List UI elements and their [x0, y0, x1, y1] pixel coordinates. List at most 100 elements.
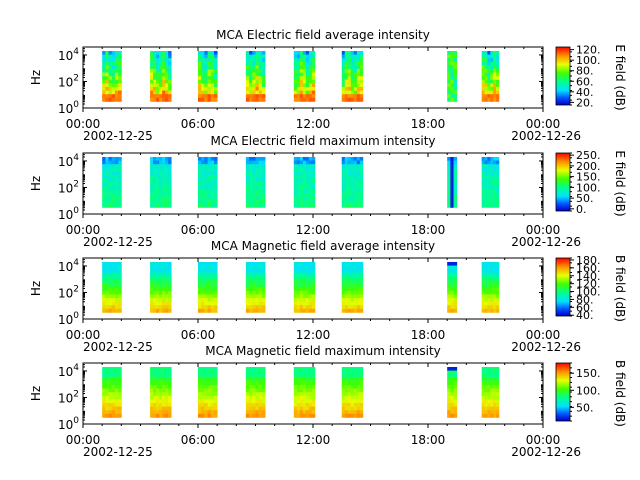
heatmap-cell [305, 86, 310, 91]
heatmap-cell [258, 265, 263, 270]
heatmap-cell [308, 86, 313, 91]
heatmap-cell [210, 279, 215, 284]
heatmap-cell [490, 392, 494, 397]
heatmap-cell [258, 192, 263, 197]
heatmap-cell [311, 377, 316, 382]
heatmap-cell [487, 189, 491, 194]
heatmap-cell [118, 97, 122, 102]
heatmap-cell [311, 167, 316, 172]
heatmap-cell [102, 164, 106, 169]
heatmap-cell [162, 301, 166, 306]
heatmap-cell [156, 384, 160, 389]
heatmap-cell [165, 185, 169, 190]
heatmap-cell [356, 381, 361, 386]
heatmap-cell [245, 58, 250, 63]
heatmap-cell [296, 374, 301, 379]
x-tick-label: 00:00 [526, 328, 561, 342]
heatmap-cell [453, 413, 458, 418]
heatmap-cell [302, 308, 307, 313]
heatmap-cell [487, 384, 491, 389]
heatmap-cell [204, 366, 208, 371]
heatmap-cell [344, 305, 349, 310]
heatmap-cell [305, 200, 310, 205]
heatmap-cell [111, 58, 116, 63]
heatmap-cell [450, 72, 454, 77]
heatmap-cell [447, 58, 451, 63]
heatmap-cell [341, 276, 346, 281]
heatmap-cell [118, 203, 122, 208]
heatmap-cell [490, 294, 494, 299]
heatmap-cell [168, 65, 172, 70]
heatmap-cell [213, 308, 218, 313]
heatmap-cell [150, 370, 154, 375]
heatmap-cell [496, 189, 500, 194]
heatmap-cell [153, 290, 157, 295]
heatmap-cell [490, 178, 494, 183]
heatmap-cell [299, 402, 304, 407]
heatmap-cell [481, 269, 485, 274]
heatmap-cell [296, 61, 301, 66]
heatmap-cell [359, 54, 364, 59]
heatmap-cell [261, 374, 266, 379]
heatmap-cell [102, 167, 106, 172]
heatmap-cell [159, 399, 163, 404]
heatmap-cell [344, 276, 349, 281]
heatmap-cell [487, 377, 491, 382]
heatmap-cell [168, 283, 172, 288]
heatmap-cell [261, 413, 266, 418]
heatmap-cell [150, 65, 154, 70]
heatmap-cell [105, 366, 109, 371]
heatmap-cell [296, 196, 301, 201]
heatmap-cell [258, 290, 263, 295]
heatmap-cell [111, 374, 116, 379]
heatmap-cell [201, 410, 205, 415]
heatmap-cell [453, 185, 458, 190]
heatmap-cell [118, 308, 122, 313]
heatmap-cell [344, 156, 349, 161]
heatmap-cell [447, 381, 451, 386]
heatmap-cell [150, 189, 154, 194]
heatmap-cell [252, 374, 256, 379]
heatmap-cell [293, 182, 298, 187]
heatmap-cell [302, 301, 307, 306]
heatmap-cell [249, 297, 253, 302]
heatmap-cell [210, 83, 215, 88]
heatmap-cell [207, 94, 212, 99]
heatmap-cell [249, 192, 253, 197]
heatmap-cell [487, 269, 491, 274]
heatmap-cell [207, 189, 212, 194]
heatmap-cell [153, 395, 157, 400]
heatmap-cell [359, 72, 364, 77]
heatmap-cell [261, 276, 266, 281]
heatmap-cell [453, 269, 458, 274]
heatmap-cell [481, 196, 485, 201]
heatmap-cell [481, 178, 485, 183]
heatmap-cell [118, 200, 122, 205]
heatmap-cell [108, 276, 113, 281]
heatmap-cell [198, 279, 202, 284]
heatmap-cell [308, 196, 313, 201]
spectrogram-segment-1 [102, 366, 122, 418]
heatmap-cell [111, 196, 116, 201]
heatmap-cell [350, 200, 355, 205]
heatmap-cell [453, 174, 458, 179]
heatmap-cell [204, 50, 208, 55]
heatmap-cell [111, 182, 116, 187]
heatmap-cell [293, 178, 298, 183]
heatmap-cell [150, 265, 154, 270]
heatmap-cell [108, 392, 113, 397]
heatmap-cell [296, 301, 301, 306]
heatmap-cell [308, 402, 313, 407]
heatmap-cell [252, 185, 256, 190]
heatmap-cell [114, 90, 119, 95]
heatmap-cell [207, 301, 212, 306]
heatmap-cell [311, 76, 316, 81]
heatmap [102, 156, 500, 208]
heatmap-cell [308, 160, 313, 165]
heatmap-cell [153, 406, 157, 411]
heatmap-cell [210, 171, 215, 176]
heatmap-cell [108, 287, 113, 292]
x-tick-label: 06:00 [181, 223, 216, 237]
heatmap-cell [496, 83, 500, 88]
heatmap-cell [353, 410, 358, 415]
